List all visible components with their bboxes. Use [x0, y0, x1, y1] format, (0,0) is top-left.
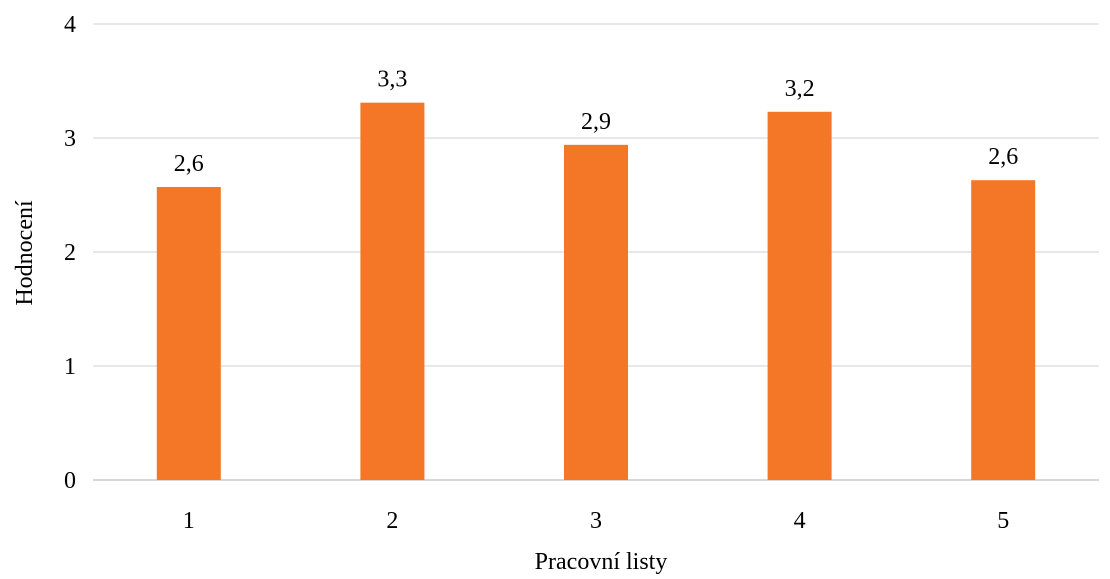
x-axis-title: Pracovní listy	[535, 549, 668, 575]
data-labels: 2,6 3,3 2,9 3,2 2,6	[174, 67, 1018, 177]
x-tick-label: 2	[386, 508, 398, 534]
y-axis-ticks: 0 1 2 3 4	[64, 12, 76, 494]
x-tick-label: 3	[590, 508, 602, 534]
y-tick-label: 3	[64, 126, 76, 152]
bar	[767, 111, 832, 480]
x-axis-ticks: 1 2 3 4 5	[183, 508, 1009, 534]
y-tick-label: 4	[64, 12, 76, 38]
data-label: 2,9	[581, 109, 611, 135]
y-tick-label: 0	[64, 468, 76, 494]
y-tick-label: 1	[64, 354, 76, 380]
y-tick-label: 2	[64, 240, 76, 266]
bar	[360, 102, 425, 480]
x-tick-label: 1	[183, 508, 195, 534]
bars	[156, 102, 1036, 480]
bar	[156, 187, 221, 480]
y-axis-title: Hodnocení	[12, 200, 38, 306]
data-label: 3,3	[377, 67, 407, 93]
bar	[564, 144, 628, 480]
data-label: 2,6	[988, 144, 1018, 170]
bar	[971, 180, 1036, 480]
data-label: 2,6	[174, 151, 204, 177]
data-label: 3,2	[785, 76, 815, 102]
x-tick-label: 4	[794, 508, 806, 534]
x-tick-label: 5	[997, 508, 1009, 534]
